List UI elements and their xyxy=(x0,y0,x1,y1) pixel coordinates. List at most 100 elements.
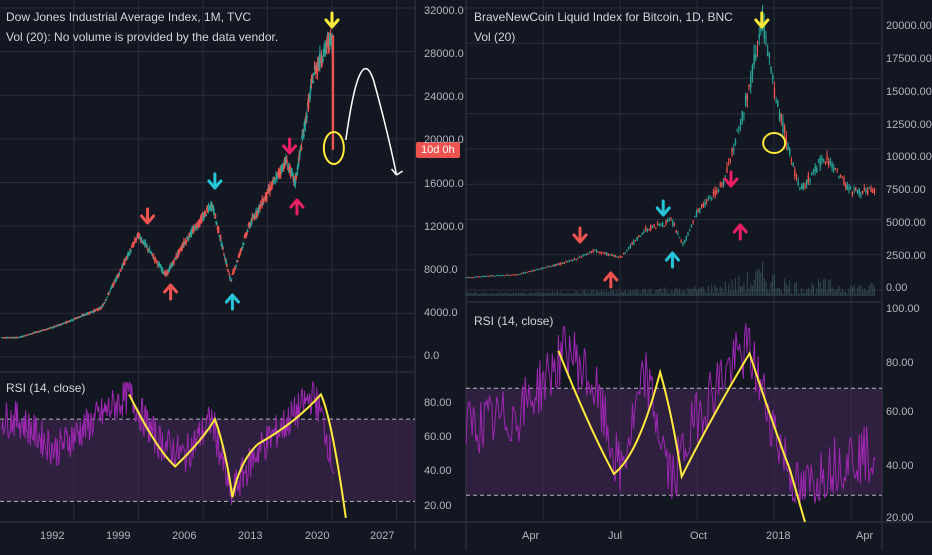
right-volume-bar xyxy=(575,290,577,296)
left-candle xyxy=(261,198,264,207)
right-candle xyxy=(468,277,471,279)
left-candle xyxy=(185,240,188,243)
left-candle xyxy=(285,159,288,164)
left-candle xyxy=(220,243,223,247)
right-candle xyxy=(816,168,818,173)
right-candle xyxy=(711,198,713,200)
left-candle xyxy=(144,242,147,246)
right-volume-bar xyxy=(697,289,699,296)
right-volume-bar xyxy=(521,292,523,296)
right-candle xyxy=(812,170,815,172)
left-candle xyxy=(321,60,324,63)
left-candle xyxy=(149,251,152,253)
left-candle xyxy=(197,221,200,227)
right-candle xyxy=(643,231,645,233)
right-volume-bar xyxy=(734,278,737,296)
right-candle xyxy=(709,197,711,199)
right-volume-bar xyxy=(816,288,818,296)
left-candle xyxy=(170,264,173,268)
right-volume-bar xyxy=(492,293,494,296)
right-volume-bar xyxy=(612,290,615,296)
right-volume-bar xyxy=(660,288,662,296)
right-volume-bar xyxy=(692,288,694,296)
right-candle xyxy=(614,255,616,258)
left-candle xyxy=(135,238,138,240)
right-candle xyxy=(619,256,621,258)
right-volume-bar xyxy=(673,289,676,296)
left-candle xyxy=(259,205,261,210)
left-candle xyxy=(94,309,97,311)
right-volume-bar xyxy=(748,288,750,296)
left-candle xyxy=(97,307,100,311)
right-volume-bar xyxy=(780,290,782,296)
left-candle xyxy=(156,263,159,266)
left-candle xyxy=(146,246,148,248)
left-candle xyxy=(265,196,268,198)
right-candle xyxy=(865,189,867,192)
left-candle xyxy=(329,33,332,35)
right-candle xyxy=(492,275,494,277)
right-volume-bar xyxy=(636,288,638,296)
right-candle xyxy=(622,253,625,255)
left-candle xyxy=(22,336,25,338)
left-candle xyxy=(125,258,128,260)
right-candle xyxy=(465,277,467,279)
right-volume-bar xyxy=(512,292,515,296)
right-volume-bar xyxy=(795,282,798,296)
right-candle xyxy=(487,275,489,277)
right-volume-bar xyxy=(594,293,596,296)
right-volume-bar xyxy=(756,269,759,296)
right-candle xyxy=(826,155,828,160)
right-volume-bar xyxy=(656,289,659,296)
right-candle xyxy=(477,276,479,278)
right-volume-bar xyxy=(606,292,608,296)
right-candle xyxy=(519,273,521,275)
left-candle xyxy=(203,212,206,217)
right-candle xyxy=(516,274,518,276)
right-volume-bar xyxy=(821,288,823,296)
right-volume-bar xyxy=(867,290,869,296)
right-candle xyxy=(753,53,755,65)
right-volume-bar xyxy=(578,293,581,296)
right-volume-bar xyxy=(758,269,760,296)
right-volume-bar xyxy=(731,279,733,296)
right-volume-bar xyxy=(736,291,738,296)
right-candle xyxy=(699,208,701,212)
right-volume-bar xyxy=(824,278,826,296)
right-candle xyxy=(756,48,759,50)
left-candle xyxy=(223,257,226,259)
right-candle xyxy=(750,76,752,88)
right-price-tick: 7500.00 xyxy=(886,184,926,196)
right-volume-bar xyxy=(778,288,781,296)
right-candle xyxy=(605,252,608,255)
right-volume-bar xyxy=(800,288,803,296)
left-price-tick: 12000.0 xyxy=(424,221,464,233)
right-volume-bar xyxy=(723,292,725,296)
right-candle xyxy=(656,223,659,225)
right-candle xyxy=(561,262,564,264)
right-candle xyxy=(666,220,669,222)
right-candle xyxy=(489,276,491,278)
right-candle xyxy=(668,219,671,221)
right-candle xyxy=(822,159,825,162)
left-candle xyxy=(190,229,193,235)
right-volume-bar xyxy=(834,290,837,296)
left-candle xyxy=(222,247,224,249)
right-candle xyxy=(575,258,577,260)
right-candle xyxy=(609,254,611,256)
right-volume-bar xyxy=(499,292,501,296)
left-candle xyxy=(70,319,73,321)
right-candle xyxy=(509,275,511,277)
left-candle xyxy=(82,315,85,317)
right-candle xyxy=(548,265,550,268)
left-candle xyxy=(20,336,23,338)
right-volume-bar xyxy=(841,288,843,296)
right-volume-bar xyxy=(768,292,770,296)
right-volume-bar xyxy=(495,293,498,296)
left-candle xyxy=(126,253,129,257)
right-volume-bar xyxy=(592,289,594,296)
right-candle xyxy=(504,275,506,277)
left-candle xyxy=(44,329,47,331)
right-candle xyxy=(521,272,523,274)
left-candle xyxy=(218,235,221,237)
